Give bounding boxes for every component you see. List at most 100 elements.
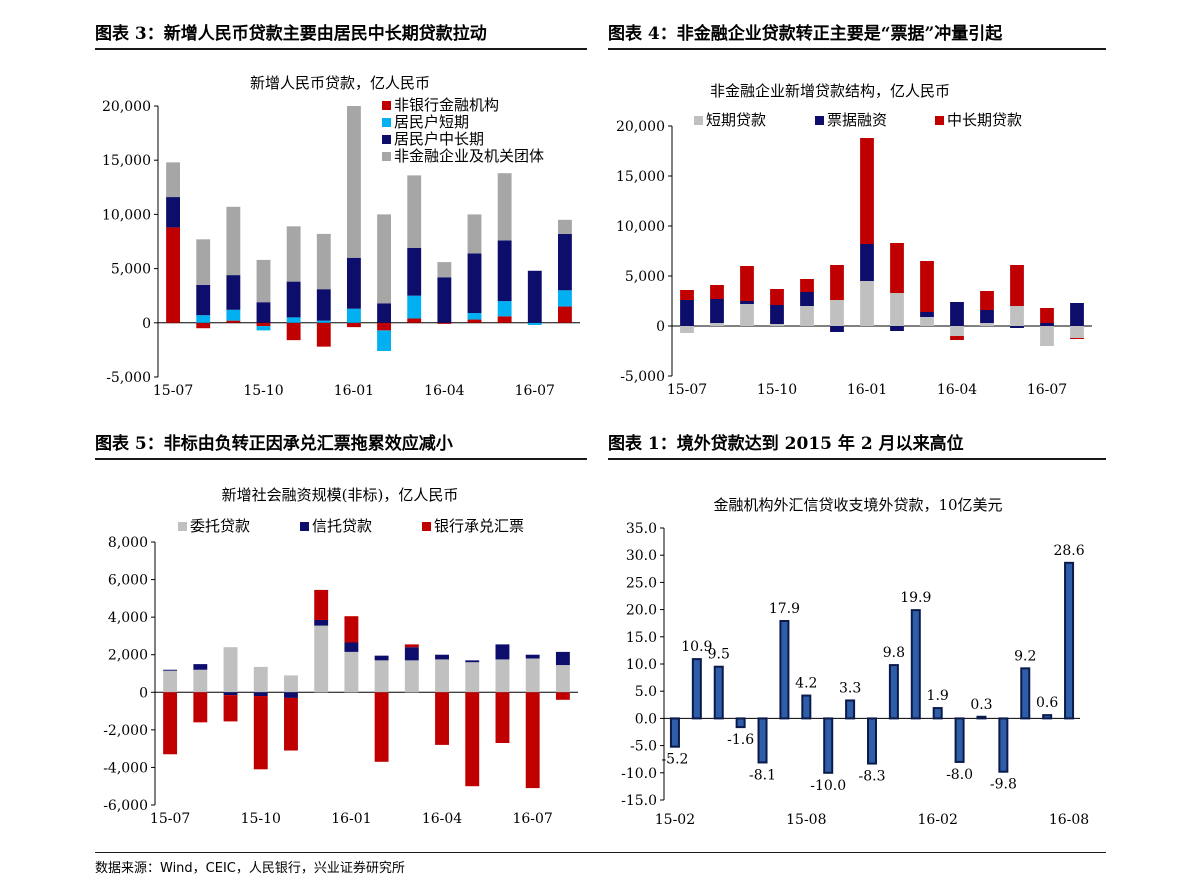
bar-segment [497, 301, 512, 317]
bar-segment [374, 692, 389, 762]
bar-segment [346, 308, 361, 323]
y-tick-label: -4,000 [103, 760, 148, 776]
bar-segment [980, 310, 994, 323]
legend-label: 票据融资 [827, 111, 887, 129]
bar [932, 707, 943, 720]
bar-segment [890, 293, 904, 326]
y-tick-label: -5.0 [630, 739, 657, 755]
corporate-loans-svg: 非金融企业新增贷款结构，亿人民币 -5,000 0 5,000 10,000 15,000… [616, 82, 1092, 398]
bar-segment [465, 660, 480, 663]
bar [845, 699, 856, 720]
chart-title: 新增人民币贷款，亿人民币 [250, 74, 430, 92]
bar-segment [377, 322, 392, 331]
bar [998, 717, 1009, 773]
x-tick-label: 16-04 [424, 383, 464, 399]
data-label: 1.9 [927, 688, 949, 704]
bar [713, 665, 724, 720]
bar-segment [557, 290, 572, 307]
legend-label: 委托贷款 [190, 517, 250, 535]
bar-segment [226, 309, 241, 321]
bar-segment [1010, 306, 1024, 326]
bar-segment [316, 320, 331, 323]
bar-segment [555, 665, 570, 693]
bar-segment [710, 299, 724, 323]
bar-segment [980, 323, 994, 326]
x-tick-label: 16-01 [334, 383, 374, 399]
x-tick-label: 15-10 [241, 811, 281, 827]
bar-segment [253, 692, 268, 697]
bar-segment [374, 660, 389, 693]
bar-segment [830, 265, 844, 300]
bar-segment [740, 301, 754, 304]
bar [669, 717, 680, 748]
bar-segment [890, 326, 904, 331]
bar-segment [495, 659, 510, 693]
bar-segment [163, 670, 178, 693]
bar-segment [253, 666, 268, 693]
bar [888, 664, 899, 720]
bar-segment [435, 692, 449, 745]
y-tick-label: 25.0 [626, 575, 657, 591]
y-tick-label: 4,000 [108, 610, 148, 626]
x-tick-label: 15-10 [757, 382, 797, 398]
y-tick-label: 5.0 [635, 684, 657, 700]
bar-segment [710, 323, 724, 326]
legend-label: 非金融企业及机关团体 [394, 147, 544, 165]
figure-3-header: 图表 3：新增人民币贷款主要由居民中长期贷款拉动 [95, 20, 587, 50]
bar-segment [467, 214, 482, 254]
data-label: -8.0 [946, 767, 973, 783]
bar-segment [525, 658, 540, 693]
bar-segment [374, 655, 389, 661]
bar [976, 715, 987, 720]
data-label: 0.3 [970, 697, 992, 713]
bar-segment [740, 304, 754, 326]
bar-segment [800, 292, 814, 306]
bar [823, 717, 834, 774]
bar [1064, 561, 1075, 720]
y-tick-label: 15,000 [616, 169, 665, 185]
figure-1-header: 图表 1：境外贷款达到 2015 年 2 月以来高位 [608, 430, 1106, 460]
bar-segment [314, 589, 329, 620]
bar-segment [680, 300, 694, 326]
bar-segment [163, 692, 178, 755]
bar-segment [770, 305, 784, 324]
bar-segment [495, 644, 510, 660]
bar-segment [346, 106, 361, 258]
x-tick-label: 16-07 [515, 383, 555, 399]
bar-segment [344, 651, 359, 693]
chart-title: 新增社会融资规模(非标)，亿人民币 [222, 486, 459, 504]
data-label: 9.5 [708, 647, 730, 663]
y-tick-label: 0.0 [635, 711, 657, 727]
bar-segment [226, 206, 241, 276]
corporate-loans-chart: 非金融企业新增贷款结构，亿人民币 -5,000 0 5,000 10,000 15,000… [600, 55, 1106, 425]
x-tick-label: 16-08 [1049, 812, 1089, 828]
legend-swatch [694, 116, 703, 125]
bar-segment [1070, 303, 1084, 326]
y-tick-label: 0 [139, 685, 148, 701]
x-tick-label: 15-02 [655, 812, 695, 828]
bar-segment [1040, 326, 1054, 346]
legend-swatch [300, 522, 309, 531]
bar-segment [860, 281, 874, 326]
data-label: 4.2 [795, 676, 817, 692]
y-tick-label: 8,000 [108, 535, 148, 551]
bar-segment [404, 660, 419, 693]
bar-segment [860, 138, 874, 244]
bar-segment [196, 322, 211, 329]
bar-segment [800, 306, 814, 326]
bar-segment [223, 647, 238, 693]
bar-segment [920, 317, 934, 326]
x-tick-label: 16-01 [331, 811, 371, 827]
data-label: 28.6 [1053, 543, 1084, 559]
bar-segment [557, 233, 572, 291]
legend-label: 银行承兑汇票 [434, 517, 524, 535]
y-tick-label: 20,000 [102, 99, 151, 115]
bar [910, 609, 921, 720]
legend-label: 中长期贷款 [947, 111, 1022, 129]
bar-segment [1070, 338, 1084, 339]
bar-segment [193, 692, 208, 723]
x-tick-label: 16-01 [847, 382, 887, 398]
legend-swatch [935, 116, 944, 125]
bar-segment [284, 675, 298, 693]
y-tick-label: 10,000 [102, 207, 151, 223]
